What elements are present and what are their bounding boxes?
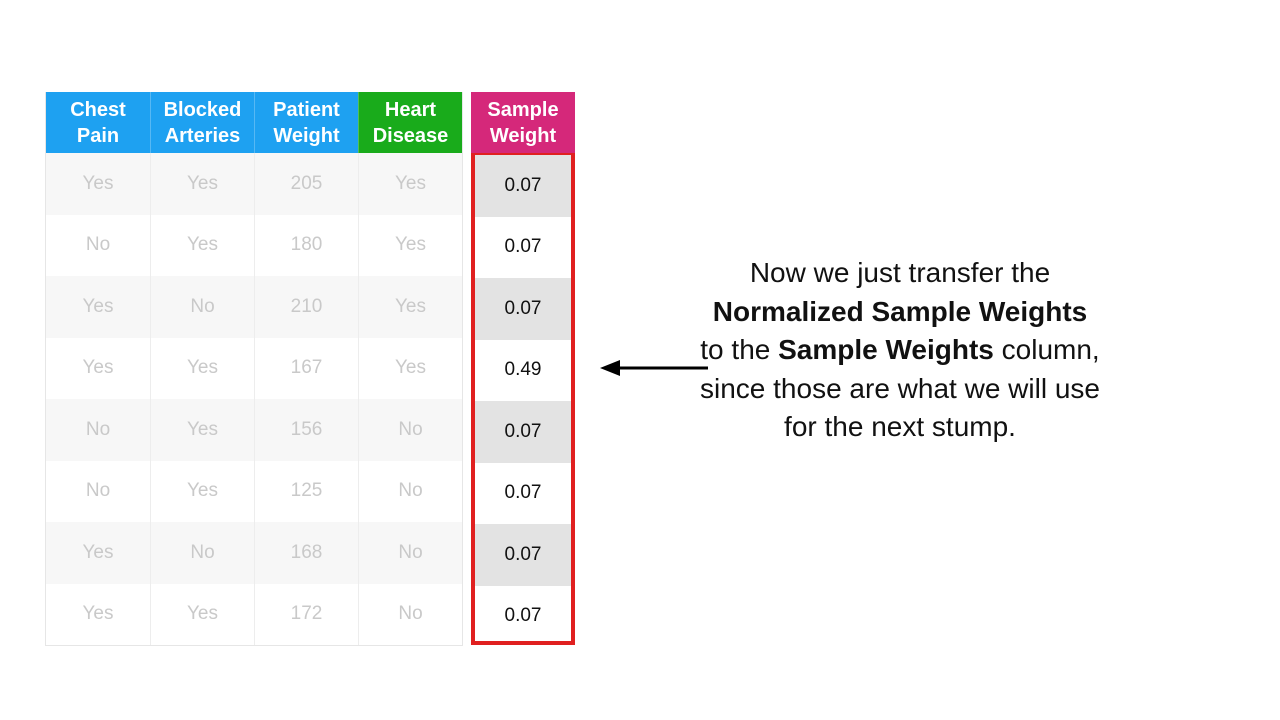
cell-patient-weight: 168 [254,522,358,584]
explanation-part-2: to the [700,334,771,365]
cell-patient-weight: 156 [254,399,358,461]
explanation-bold-1: Normalized Sample Weights [712,295,1088,327]
sample-weight-cell: 0.07 [475,524,571,586]
table-row: No Yes 180 Yes [46,214,462,276]
sample-weight-cell: 0.49 [504,359,542,381]
cell-heart-disease: No [358,583,462,645]
cell-heart-disease: No [358,522,462,584]
sample-weight-cell: 0.07 [475,401,571,463]
cell-chest-pain: Yes [82,603,114,625]
cell-patient-weight: 172 [254,583,358,645]
explanation-part-1: Now we just transfer the [749,257,1051,288]
header-patient-weight: Patient Weight [254,92,358,153]
cell-patient-weight: 180 [254,214,358,276]
cell-blocked-arteries: Yes [150,399,254,461]
cell-chest-pain: No [46,399,150,461]
cell-heart-disease: Yes [358,337,462,399]
data-table: Chest Pain Blocked Arteries Patient Weig… [45,92,463,646]
explanation-text: Now we just transfer the Normalized Samp… [700,254,1100,447]
table-row: No Yes 156 No [46,399,462,461]
cell-chest-pain: Yes [82,357,114,379]
cell-blocked-arteries: Yes [150,337,254,399]
table-row: Yes No 168 No [46,522,462,584]
sample-weight-column: Sample Weight 0.07 0.07 0.07 0.49 0.07 0… [471,92,575,645]
cell-patient-weight: 125 [254,460,358,522]
cell-chest-pain: Yes [46,276,150,338]
header-heart-disease: Heart Disease [358,92,462,153]
left-arrow-icon [600,360,708,376]
sample-weight-highlight-box: 0.07 0.07 0.07 0.49 0.07 0.07 0.07 0.07 [471,153,575,645]
cell-blocked-arteries: Yes [150,460,254,522]
table-row: Yes Yes 167 Yes [46,337,462,399]
cell-heart-disease: No [358,460,462,522]
cell-blocked-arteries: Yes [150,583,254,645]
sample-weight-cell: 0.07 [475,278,571,340]
cell-heart-disease: Yes [358,214,462,276]
cell-patient-weight: 167 [254,337,358,399]
cell-heart-disease: Yes [358,153,462,215]
cell-chest-pain: No [85,480,111,502]
table-row: Yes No 210 Yes [46,276,462,338]
header-blocked-arteries: Blocked Arteries [150,92,254,153]
cell-chest-pain: Yes [46,153,150,215]
cell-blocked-arteries: No [150,522,254,584]
cell-patient-weight: 205 [254,153,358,215]
explanation-part-3: column, since those are what we will use… [700,334,1100,442]
table-header-row: Chest Pain Blocked Arteries Patient Weig… [46,92,462,153]
sample-weight-cell: 0.07 [504,482,542,504]
header-chest-pain: Chest Pain [46,92,150,153]
cell-blocked-arteries: Yes [150,214,254,276]
table-row: No Yes 125 No [46,460,462,522]
table-row: Yes Yes 172 No [46,583,462,645]
cell-heart-disease: Yes [358,276,462,338]
cell-blocked-arteries: No [150,276,254,338]
table-row: Yes Yes 205 Yes [46,153,462,215]
explanation-bold-2: Sample Weights [778,334,994,365]
cell-patient-weight: 210 [254,276,358,338]
cell-heart-disease: No [358,399,462,461]
cell-chest-pain: Yes [46,522,150,584]
cell-chest-pain: No [85,234,111,256]
sample-weight-cell: 0.07 [504,605,542,627]
cell-blocked-arteries: Yes [150,153,254,215]
sample-weight-cell: 0.07 [504,236,542,258]
sample-weight-cell: 0.07 [475,155,571,217]
header-sample-weight: Sample Weight [471,92,575,153]
